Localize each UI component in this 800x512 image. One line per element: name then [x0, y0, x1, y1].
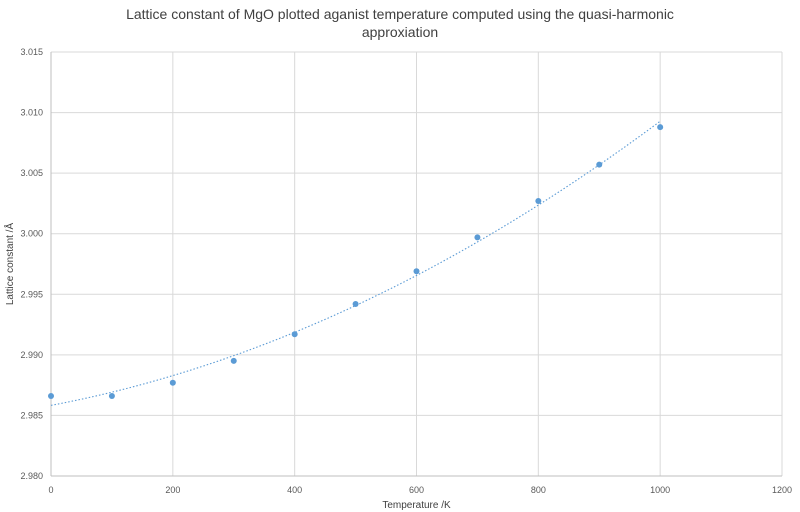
x-tick-label: 200 [165, 485, 180, 495]
y-tick-label: 2.995 [20, 289, 43, 299]
data-point [48, 393, 54, 400]
y-tick-label: 2.980 [20, 471, 43, 481]
y-tick-label: 3.005 [20, 168, 43, 178]
x-tick-label: 800 [531, 485, 546, 495]
x-tick-label: 400 [287, 485, 302, 495]
trendline [50, 120, 661, 406]
x-tick-label: 600 [409, 485, 424, 495]
data-point [352, 300, 359, 307]
y-tick-label: 3.010 [20, 108, 43, 118]
y-tick-label: 2.990 [20, 350, 43, 360]
data-point [169, 379, 176, 386]
x-tick-labels: 0 200 400 600 800 1000 1200 [48, 485, 792, 495]
data-point [291, 331, 298, 338]
data-point [230, 357, 237, 364]
data-point [108, 393, 115, 400]
data-points [48, 124, 664, 400]
polynomial-trendline [50, 120, 661, 406]
data-point [535, 198, 542, 205]
y-tick-label: 3.015 [20, 47, 43, 57]
y-tick-labels: 2.980 2.985 2.990 2.995 3.000 3.005 3.010 3.015 [20, 47, 43, 481]
data-point [657, 124, 664, 131]
y-tick-label: 2.985 [20, 410, 43, 420]
chart-title-line: Lattice constant of MgO plotted aganist … [126, 6, 674, 22]
data-point [474, 234, 481, 241]
x-tick-label: 0 [48, 485, 53, 495]
gridlines [50, 51, 783, 477]
x-tick-label: 1000 [650, 485, 670, 495]
y-tick-label: 3.000 [20, 229, 43, 239]
y-axis-title: Lattice constant /Å [3, 223, 16, 306]
x-axis-title: Temperature /K [382, 500, 451, 511]
data-point [596, 161, 603, 168]
chart-title-line: approxiation [362, 24, 438, 40]
x-tick-label: 1200 [772, 485, 792, 495]
data-point [413, 268, 420, 275]
chart-title: Lattice constant of MgO plotted aganist … [126, 6, 674, 40]
